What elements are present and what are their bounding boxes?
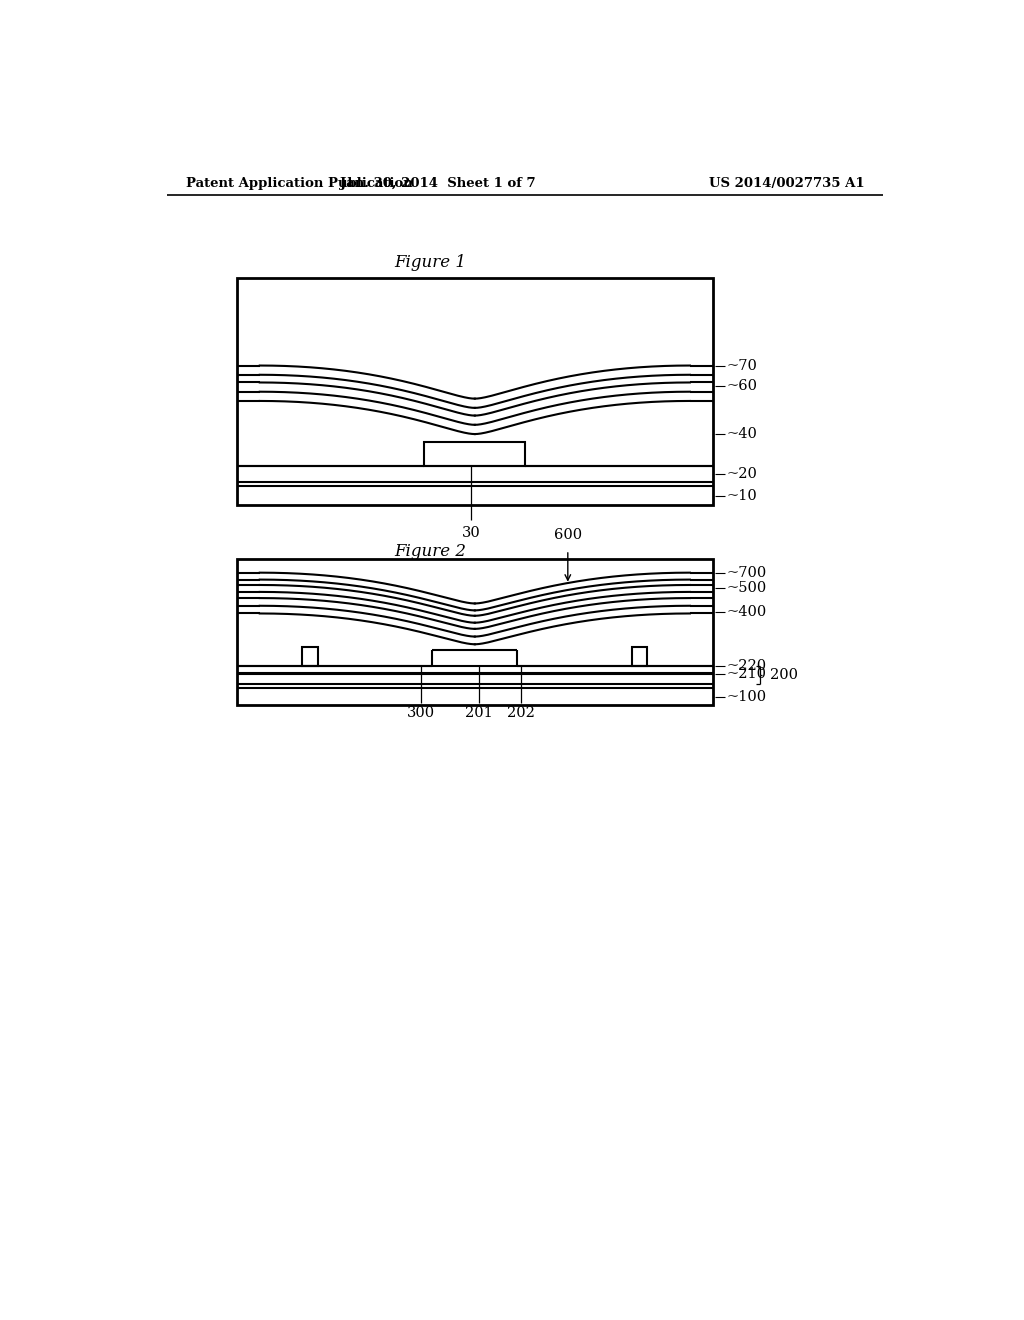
Bar: [302, 647, 317, 665]
Text: 300: 300: [407, 706, 434, 719]
Bar: [237, 277, 713, 506]
Text: Patent Application Publication: Patent Application Publication: [186, 177, 413, 190]
Text: ~500: ~500: [726, 581, 767, 595]
Text: ~60: ~60: [726, 379, 758, 392]
Text: 30: 30: [462, 527, 480, 540]
Text: ~220: ~220: [726, 659, 766, 673]
Text: Figure 2: Figure 2: [394, 543, 466, 560]
Text: ~20: ~20: [726, 467, 757, 480]
Text: 202: 202: [507, 706, 536, 719]
Text: ~70: ~70: [726, 359, 757, 372]
Text: 600: 600: [554, 528, 582, 543]
Bar: [632, 647, 647, 665]
Text: 201: 201: [465, 706, 493, 719]
Text: ~210: ~210: [726, 668, 766, 681]
Text: Figure 1: Figure 1: [394, 253, 466, 271]
Text: ~100: ~100: [726, 689, 766, 704]
Text: 200: 200: [770, 668, 798, 682]
Bar: [237, 558, 713, 705]
Bar: [424, 442, 525, 466]
Text: Jan. 30, 2014  Sheet 1 of 7: Jan. 30, 2014 Sheet 1 of 7: [340, 177, 536, 190]
Text: US 2014/0027735 A1: US 2014/0027735 A1: [710, 177, 865, 190]
Text: ~700: ~700: [726, 566, 767, 579]
Text: ~10: ~10: [726, 488, 757, 503]
Text: ~400: ~400: [726, 605, 767, 619]
Text: ~40: ~40: [726, 426, 757, 441]
